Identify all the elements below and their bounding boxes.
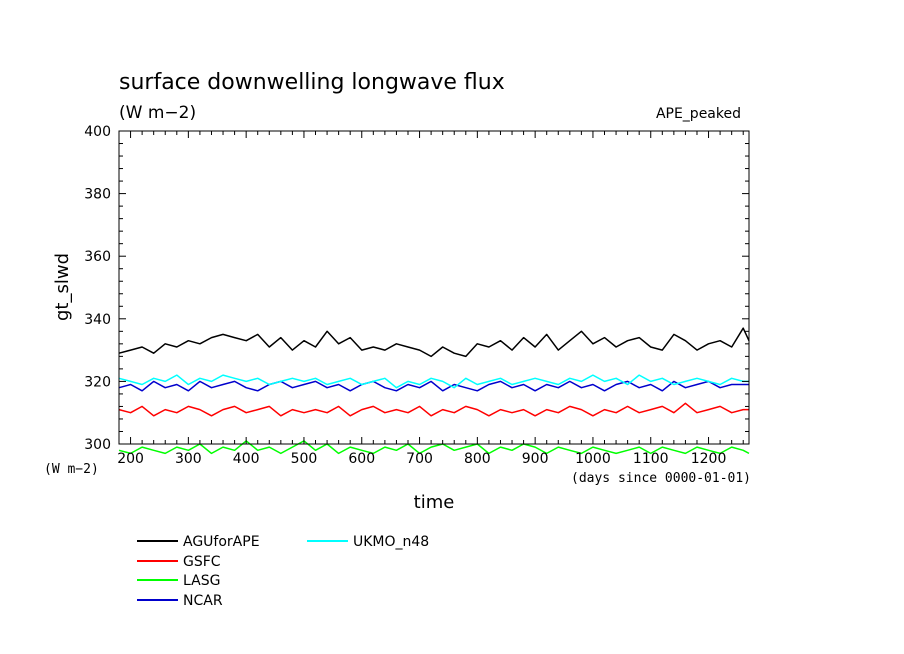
- y-tick-label: 320: [84, 374, 111, 390]
- tick-layer: [119, 130, 749, 445]
- legend-label: AGUforAPE: [183, 534, 260, 550]
- chart-units: (W m−2): [119, 103, 196, 123]
- y-tick-label: 360: [84, 249, 111, 265]
- series-line-ncar: [118, 380, 749, 392]
- legend-entry: LASG: [137, 573, 220, 589]
- series-layer: [118, 327, 750, 455]
- y-tick-label: 380: [84, 187, 111, 203]
- experiment-label: APE_peaked: [656, 106, 741, 122]
- series-line-lasg: [118, 440, 750, 455]
- legend-label: NCAR: [183, 593, 223, 609]
- y-tick-label: 300: [84, 437, 111, 453]
- x-tick-label: 400: [233, 451, 260, 467]
- legend-entry: UKMO_n48: [307, 534, 429, 550]
- y-axis-label: gt_slwd: [52, 253, 73, 321]
- legend-entry: AGUforAPE: [137, 534, 260, 550]
- series-line-gsfc: [118, 402, 749, 417]
- y-tick-label: 340: [84, 312, 111, 328]
- legend-entry: NCAR: [137, 593, 223, 609]
- x-tick-labels: 200 300 400 500 600 700 800 900 1000 1100 1200: [117, 451, 726, 467]
- x-tick-label: 900: [522, 451, 549, 467]
- legend-entry: GSFC: [137, 554, 221, 570]
- series-line-aguforape: [118, 327, 750, 358]
- x-tick-label: 800: [464, 451, 491, 467]
- x-tick-label: 300: [175, 451, 202, 467]
- x-tick-label: 600: [348, 451, 375, 467]
- x-tick-label: 1000: [575, 451, 611, 467]
- x-axis-units: (days since 0000-01-01): [571, 471, 751, 486]
- legend-label: LASG: [183, 573, 220, 589]
- y-tick-labels: 300 320 340 360 380 400: [84, 124, 111, 453]
- x-tick-label: 200: [117, 451, 144, 467]
- x-tick-label: 1200: [691, 451, 727, 467]
- x-tick-label: 700: [406, 451, 433, 467]
- y-axis-units: (W m−2): [44, 462, 99, 477]
- x-axis-label: time: [414, 492, 455, 513]
- chart-title: surface downwelling longwave flux: [119, 70, 505, 95]
- x-tick-label: 1100: [633, 451, 669, 467]
- legend-label: UKMO_n48: [353, 534, 429, 550]
- plot-frame: [118, 130, 750, 445]
- y-tick-label: 400: [84, 124, 111, 140]
- legend: AGUforAPE GSFC LASG NCAR UKMO_n48: [137, 534, 429, 609]
- x-tick-label: 500: [291, 451, 318, 467]
- series-line-ukmo-n48: [118, 374, 749, 389]
- legend-label: GSFC: [183, 554, 221, 570]
